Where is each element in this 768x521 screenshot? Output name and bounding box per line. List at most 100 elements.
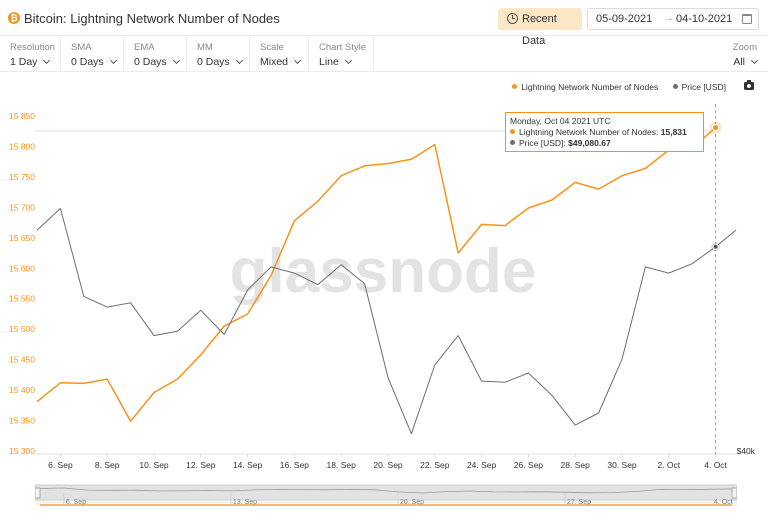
legend-item-price[interactable]: Price [USD] — [672, 82, 726, 92]
nodes-data-point[interactable] — [223, 325, 226, 328]
navigator-handle-left[interactable] — [35, 487, 41, 499]
legend-label-nodes: Lightning Network Number of Nodes — [521, 82, 659, 92]
chart-style-select[interactable]: Chart Style Line — [309, 36, 374, 72]
nodes-data-point[interactable] — [129, 420, 132, 423]
sma-value: 0 Days — [71, 56, 104, 68]
nodes-data-point[interactable] — [504, 224, 507, 227]
navigator-label: 20. Sep — [400, 499, 424, 506]
nodes-data-point[interactable] — [106, 378, 109, 381]
price-data-point[interactable] — [36, 229, 39, 232]
price-data-point[interactable] — [644, 266, 647, 269]
nodes-highlight-point — [712, 124, 720, 132]
price-data-point[interactable] — [527, 372, 530, 375]
ema-select[interactable]: EMA 0 Days — [124, 36, 187, 72]
nodes-data-point[interactable] — [246, 313, 249, 316]
tooltip-row-price: Price [USD]: $49,080.67 — [510, 138, 699, 149]
nodes-data-point[interactable] — [574, 181, 577, 184]
price-data-point[interactable] — [223, 333, 226, 336]
tooltip-price-label: Price [USD]: — [519, 138, 566, 148]
chart-legend: Lightning Network Number of Nodes Price … — [500, 82, 726, 92]
nodes-data-point[interactable] — [550, 199, 553, 202]
nodes-data-point[interactable] — [457, 252, 460, 255]
recent-data-button[interactable]: Recent Data — [498, 8, 582, 47]
price-data-point[interactable] — [667, 272, 670, 275]
nodes-data-point[interactable] — [387, 162, 390, 165]
chevron-down-icon — [344, 56, 352, 65]
x-tick-label: 10. Sep — [139, 460, 169, 470]
chevron-down-icon — [172, 56, 180, 65]
resolution-value: 1 Day — [10, 56, 38, 68]
price-data-point[interactable] — [316, 283, 319, 286]
date-range-picker[interactable]: 05-09-2021 → 04-10-2021 — [587, 8, 759, 30]
price-data-point[interactable] — [129, 301, 132, 304]
nodes-data-point[interactable] — [410, 158, 413, 161]
price-data-point[interactable] — [597, 412, 600, 415]
price-data-point[interactable] — [199, 309, 202, 312]
price-data-point[interactable] — [387, 376, 390, 379]
price-data-point[interactable] — [59, 207, 62, 210]
zoom-value: All — [733, 56, 745, 68]
nodes-data-point[interactable] — [340, 174, 343, 177]
navigator-handle-right[interactable] — [731, 487, 737, 499]
chart-area[interactable]: glassnode 15 300 15 350 15 400 15 450 15 500… — [0, 96, 768, 476]
range-navigator[interactable]: 6. Sep 13. Sep 20. Sep 27. Sep 4. Oct — [35, 484, 737, 506]
date-end-input[interactable]: 04-10-2021 — [676, 13, 733, 25]
nodes-data-point[interactable] — [316, 200, 319, 203]
nodes-data-point[interactable] — [527, 207, 530, 210]
price-data-point[interactable] — [433, 364, 436, 367]
navigator-label: 4. Oct — [714, 499, 733, 506]
navigator-selection[interactable] — [35, 484, 737, 501]
nodes-data-point[interactable] — [176, 378, 179, 381]
x-tick-label: 18. Sep — [327, 460, 357, 470]
nodes-data-point[interactable] — [480, 223, 483, 226]
navigator-label: 6. Sep — [66, 499, 86, 506]
price-data-point[interactable] — [504, 381, 507, 384]
nodes-data-point[interactable] — [199, 353, 202, 356]
nodes-data-point[interactable] — [36, 400, 39, 403]
price-data-point[interactable] — [410, 432, 413, 435]
camera-icon[interactable] — [744, 80, 754, 90]
navigator-labels: 6. Sep 13. Sep 20. Sep 27. Sep 4. Oct — [63, 493, 733, 506]
price-data-point[interactable] — [246, 289, 249, 292]
price-data-point[interactable] — [293, 272, 296, 275]
price-data-point[interactable] — [550, 394, 553, 397]
price-series-line[interactable] — [36, 207, 716, 435]
sma-select[interactable]: SMA 0 Days — [61, 36, 124, 72]
price-data-point[interactable] — [270, 266, 273, 269]
resolution-select[interactable]: Resolution 1 Day — [0, 36, 61, 72]
y-axis-left: 15 300 15 350 15 400 15 450 15 500 15 550 15 6… — [9, 111, 35, 456]
chart-style-value: Line — [319, 56, 339, 68]
scale-select[interactable]: Scale Mixed — [250, 36, 309, 72]
price-data-point[interactable] — [153, 334, 156, 337]
x-tick-label: 2. Oct — [657, 460, 680, 470]
price-data-point[interactable] — [457, 334, 460, 337]
price-data-point[interactable] — [106, 306, 109, 309]
nodes-data-point[interactable] — [270, 274, 273, 277]
nodes-data-point[interactable] — [644, 167, 647, 170]
nodes-data-point[interactable] — [363, 165, 366, 168]
price-data-point[interactable] — [176, 330, 179, 333]
nodes-data-point[interactable] — [621, 174, 624, 177]
nodes-data-point[interactable] — [59, 381, 62, 384]
nodes-series-line[interactable] — [36, 127, 717, 422]
price-data-point[interactable] — [363, 282, 366, 285]
nodes-data-point[interactable] — [293, 219, 296, 222]
price-data-point[interactable] — [621, 358, 624, 361]
chevron-down-icon — [235, 56, 243, 65]
chart-controls: Resolution 1 Day SMA 0 Days EMA 0 Days M… — [0, 36, 768, 72]
date-start-input[interactable]: 05-09-2021 — [596, 13, 653, 25]
mm-select[interactable]: MM 0 Days — [187, 36, 250, 72]
legend-item-nodes[interactable]: Lightning Network Number of Nodes — [512, 82, 658, 92]
price-data-point[interactable] — [574, 424, 577, 427]
nodes-data-point[interactable] — [433, 143, 436, 146]
zoom-select[interactable]: Zoom All — [733, 42, 759, 68]
price-data-point[interactable] — [340, 263, 343, 266]
nodes-data-point[interactable] — [82, 382, 85, 385]
price-data-point[interactable] — [480, 380, 483, 383]
price-data-point[interactable] — [691, 262, 694, 265]
price-data-point[interactable] — [82, 295, 85, 298]
scale-value: Mixed — [260, 56, 289, 68]
nodes-data-point[interactable] — [597, 188, 600, 191]
calendar-icon[interactable] — [742, 14, 752, 24]
nodes-data-point[interactable] — [153, 391, 156, 394]
